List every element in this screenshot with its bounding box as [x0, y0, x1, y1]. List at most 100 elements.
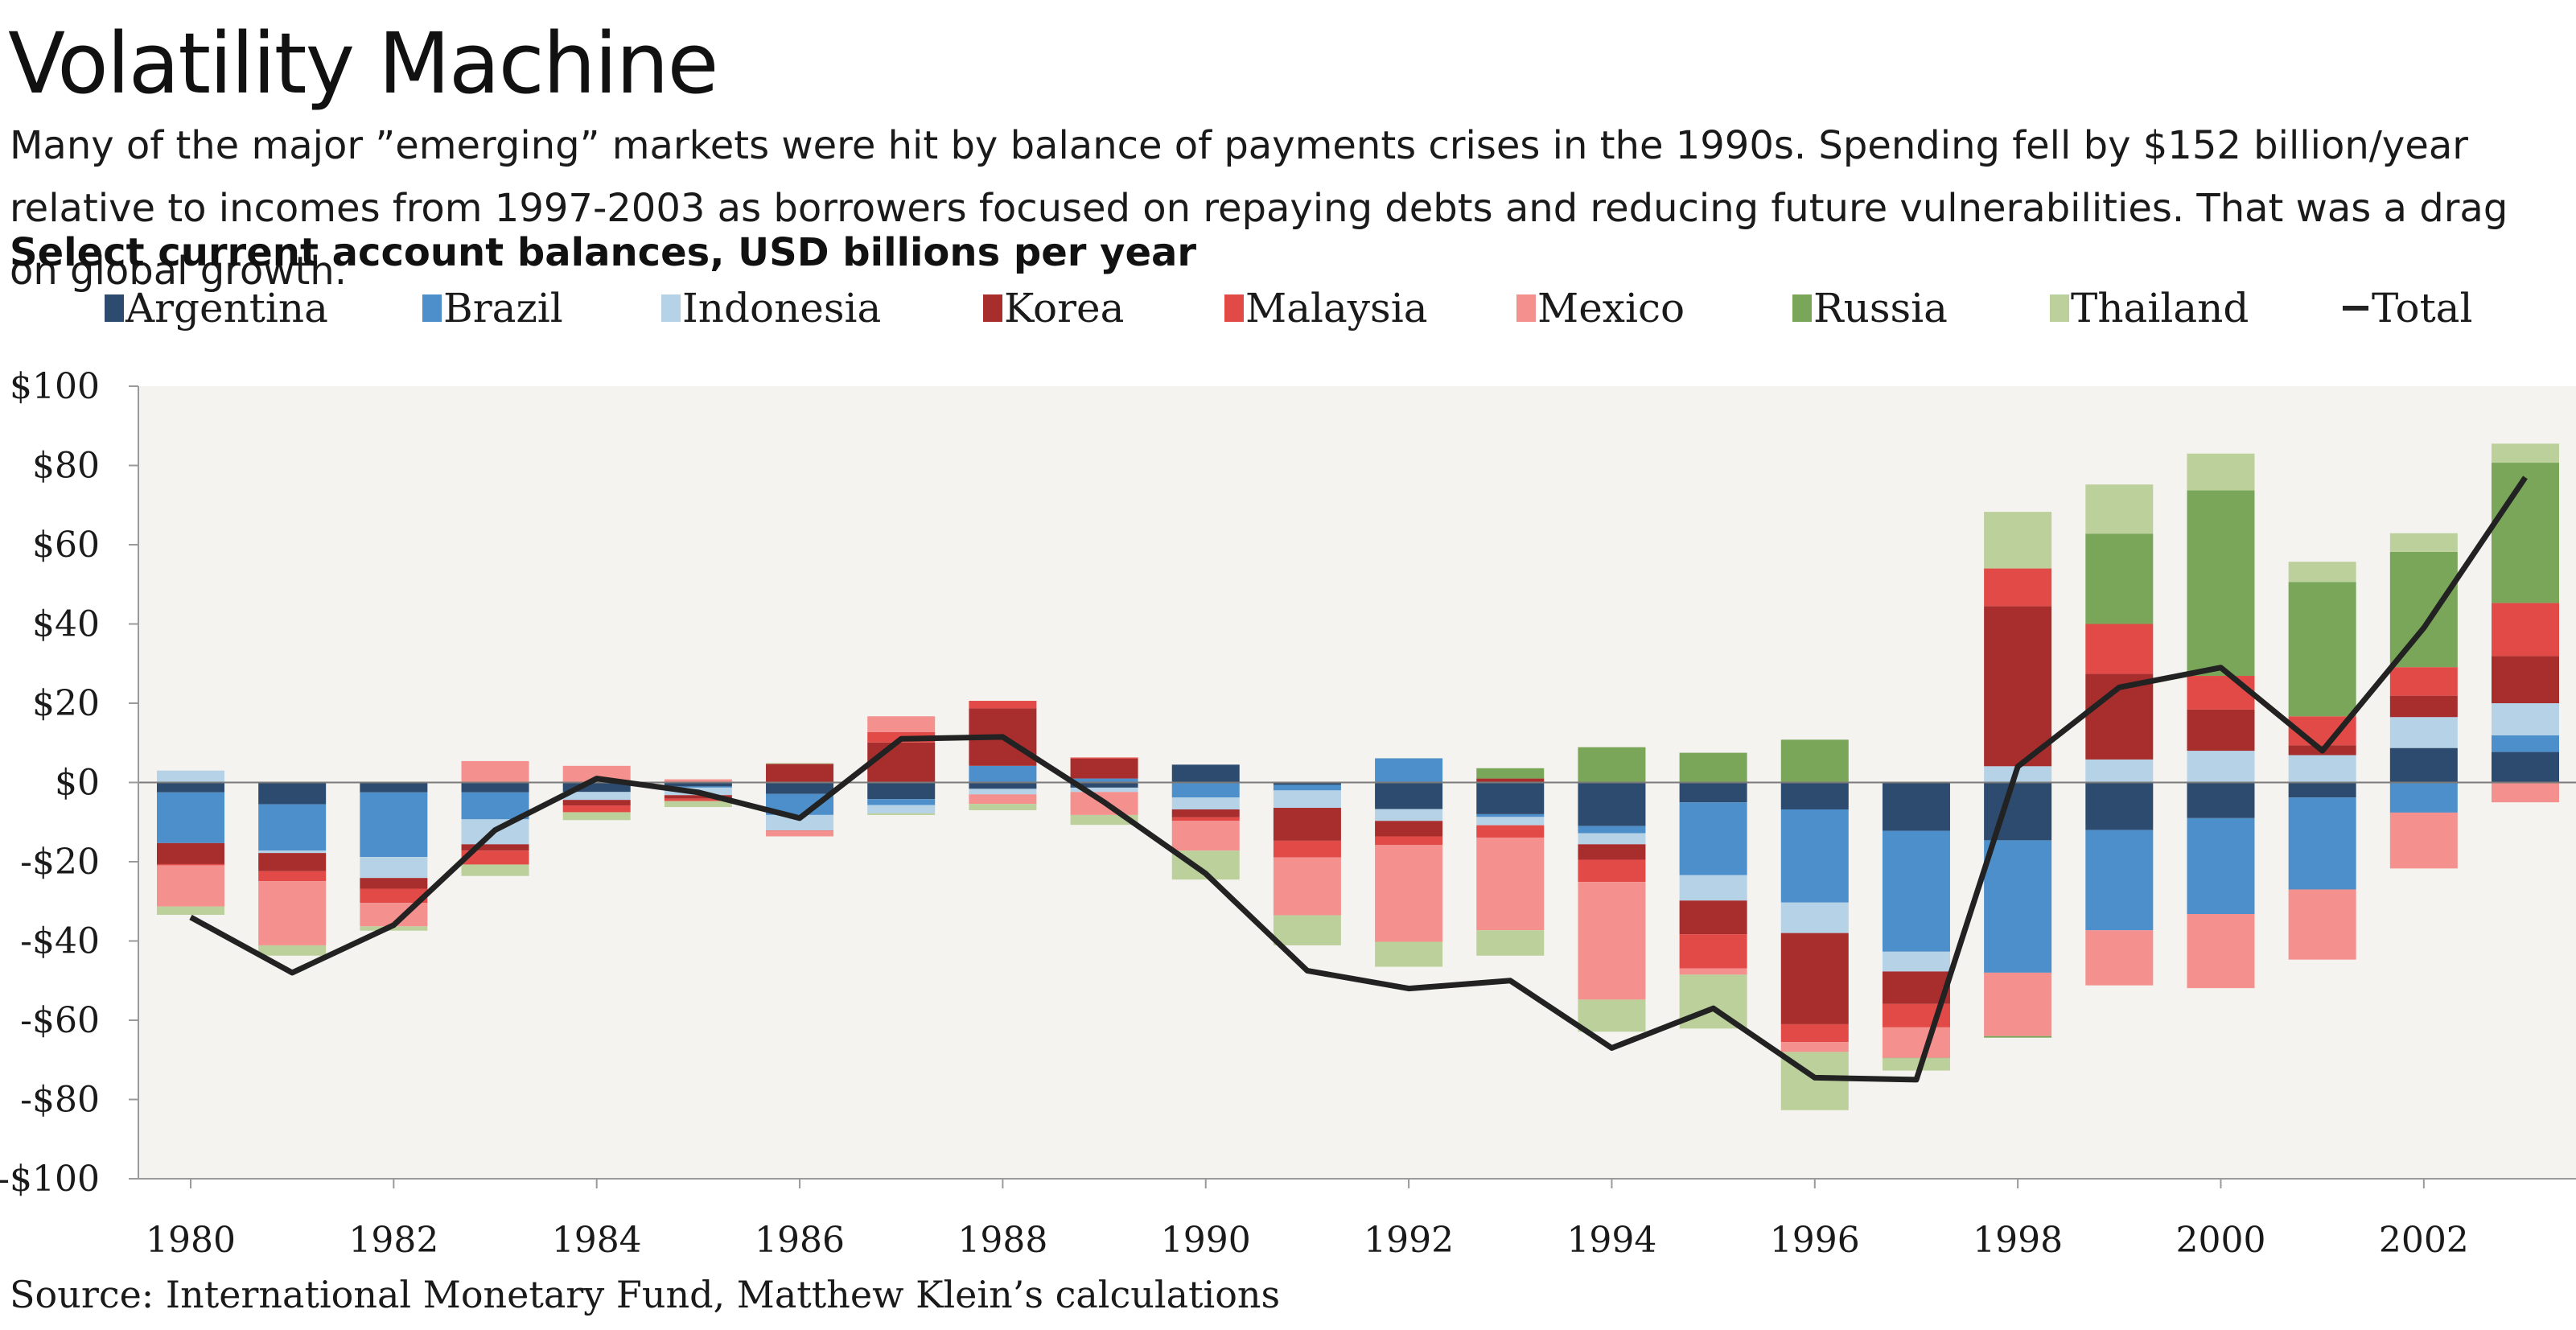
bar-korea-2000	[2187, 709, 2255, 751]
legend-label-argentina: Argentina	[125, 285, 328, 331]
legend: Argentina Brazil Indonesia Korea Malaysia Mex…	[105, 285, 2472, 331]
bar-thailand-2000	[2187, 453, 2255, 491]
bar-mexico-1992	[1375, 845, 1443, 942]
bar-brazil-1983	[461, 792, 529, 820]
bar-argentina-1990	[1171, 764, 1240, 783]
bar-mexico-1988	[969, 794, 1037, 805]
bar-mexico-2000	[2187, 914, 2255, 989]
bar-malaysia-1994	[1578, 859, 1646, 883]
bar-indonesia-1997	[1882, 951, 1950, 972]
bar-indonesia-1993	[1476, 817, 1545, 826]
bar-malaysia-1999	[2085, 624, 2154, 674]
bar-argentina-1987	[867, 782, 936, 800]
bar-brazil-1991	[1273, 784, 1341, 791]
legend-label-brazil: Brazil	[443, 285, 563, 331]
bar-mexico-1994	[1578, 882, 1646, 1000]
bar-russia-1998	[1984, 1036, 2052, 1038]
y-tick-label: $60	[32, 525, 100, 566]
bar-malaysia-1983	[461, 850, 529, 865]
bar-russia-2001	[2288, 582, 2356, 717]
bar-argentina-2001	[2288, 782, 2356, 798]
bar-indonesia-1990	[1171, 797, 1240, 809]
y-tick-label: $40	[32, 604, 100, 645]
bar-indonesia-1986	[766, 814, 834, 831]
bar-korea-1997	[1882, 971, 1950, 1004]
bar-mexico-1991	[1273, 857, 1341, 916]
legend-label-thailand: Thailand	[2071, 285, 2249, 331]
bar-malaysia-1996	[1780, 1023, 1849, 1043]
bar-thailand-1987	[867, 813, 936, 815]
x-tick-label: 1998	[1973, 1220, 2063, 1261]
bar-brazil-2001	[2288, 797, 2356, 890]
bar-malaysia-1984	[562, 805, 631, 813]
chart-units-label: Select current account balances, USD bil…	[10, 230, 1197, 275]
bar-indonesia-2000	[2187, 751, 2255, 783]
bar-korea-1992	[1375, 821, 1443, 837]
bar-korea-1990	[1171, 809, 1240, 817]
bar-argentina-1989	[1070, 782, 1138, 788]
bar-malaysia-1986	[766, 830, 834, 831]
legend-label-malaysia: Malaysia	[1245, 285, 1428, 331]
bar-mexico-1996	[1780, 1042, 1849, 1052]
bar-indonesia-1991	[1273, 790, 1341, 809]
bar-mexico-1986	[766, 830, 834, 837]
x-tick-label: 1996	[1770, 1220, 1860, 1261]
x-tick-label: 1988	[957, 1220, 1047, 1261]
y-tick-label: $0	[55, 763, 100, 804]
legend-swatch-malaysia	[1224, 294, 1244, 322]
bar-brazil-1987	[867, 799, 936, 805]
bar-argentina-1993	[1476, 782, 1545, 814]
bar-thailand-1983	[461, 864, 529, 876]
legend-swatch-argentina	[105, 294, 124, 322]
bar-thailand-1988	[969, 804, 1037, 810]
bar-russia-2002	[2389, 551, 2458, 668]
chart-title: Volatility Machine	[8, 14, 719, 113]
bar-indonesia-1996	[1780, 902, 1849, 933]
bar-korea-1980	[157, 842, 224, 864]
bar-russia-1995	[1679, 752, 1747, 783]
bar-mexico-1985	[664, 779, 732, 783]
bar-korea-1986	[766, 764, 834, 783]
bar-korea-1981	[258, 853, 327, 871]
legend-label-mexico: Mexico	[1537, 285, 1685, 331]
bar-brazil-1997	[1882, 830, 1950, 952]
legend-swatch-brazil	[422, 294, 442, 322]
chart-subtitle: Many of the major ”emerging” markets wer…	[10, 123, 2508, 294]
bar-malaysia-1992	[1375, 836, 1443, 846]
bar-thailand-1982	[360, 926, 428, 931]
bar-thailand-1999	[2085, 484, 2154, 534]
bar-brazil-1999	[2085, 830, 2154, 931]
bar-korea-1984	[562, 800, 631, 806]
bar-malaysia-1989	[1070, 757, 1138, 759]
legend-label-korea: Korea	[1004, 285, 1124, 331]
bar-argentina-2003	[2492, 751, 2559, 783]
bar-korea-1991	[1273, 808, 1341, 841]
bar-russia-1996	[1780, 739, 1849, 783]
bar-malaysia-1985	[664, 798, 732, 801]
bar-mexico-2002	[2389, 812, 2458, 869]
bar-thailand-1985	[664, 801, 732, 808]
bar-brazil-1989	[1070, 778, 1138, 783]
bar-malaysia-1982	[360, 888, 428, 904]
total-line-group	[189, 476, 2528, 1083]
bar-thailand-1986	[766, 763, 834, 764]
legend-label-indonesia: Indonesia	[682, 285, 881, 331]
bar-argentina-2000	[2187, 782, 2255, 818]
bar-brazil-2002	[2389, 782, 2458, 813]
x-tick-label: 2000	[2175, 1220, 2265, 1261]
bar-russia-1994	[1578, 747, 1646, 783]
bar-malaysia-2003	[2492, 603, 2559, 657]
bar-indonesia-1999	[2085, 759, 2154, 783]
bar-thailand-1980	[157, 906, 224, 915]
bar-korea-2003	[2492, 656, 2559, 703]
bar-thailand-1991	[1273, 915, 1341, 945]
bar-malaysia-1993	[1476, 825, 1545, 838]
bar-malaysia-1998	[1984, 568, 2052, 607]
bar-brazil-1988	[969, 765, 1037, 783]
bar-russia-1997	[1882, 1057, 1950, 1059]
bar-mexico-1993	[1476, 837, 1545, 931]
bar-russia-2000	[2187, 490, 2255, 677]
bar-thailand-1992	[1375, 941, 1443, 967]
x-tick-label: 2002	[2379, 1220, 2469, 1261]
